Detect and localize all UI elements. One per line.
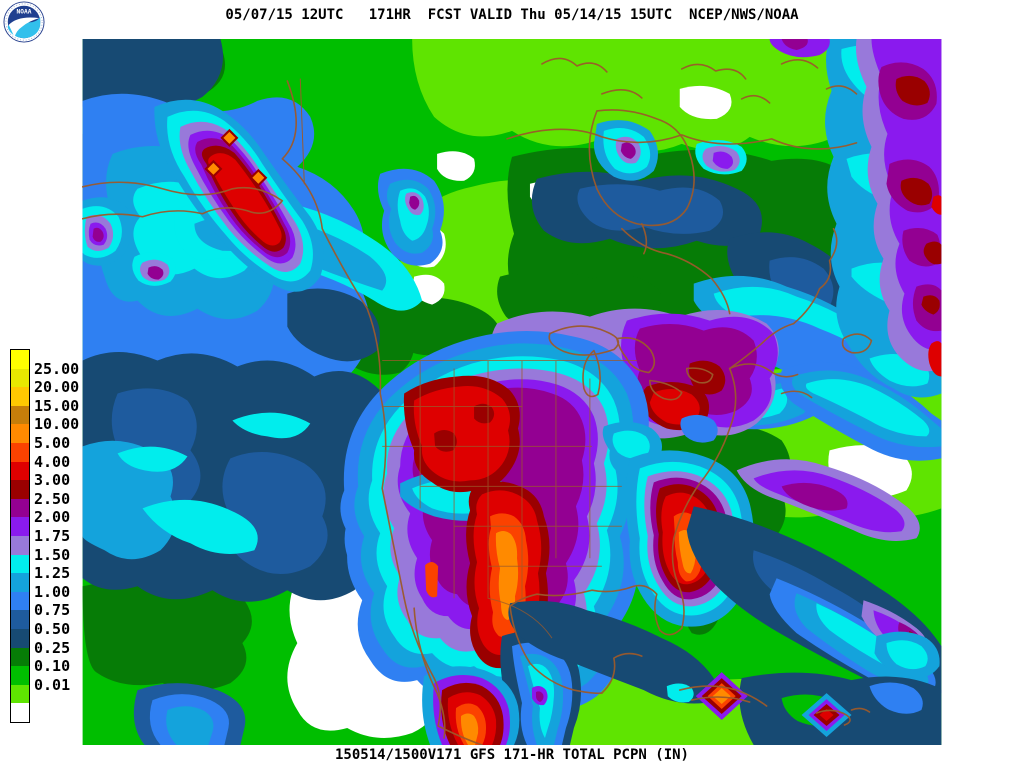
colorbar-label: 0.50	[34, 620, 71, 638]
colorbar-label: 1.25	[34, 564, 71, 583]
colorbar-segment	[11, 498, 29, 518]
colorbar-label: 0.25	[34, 638, 71, 657]
precipitation-map	[82, 39, 942, 745]
colorbar-label: 25.00	[34, 359, 80, 378]
colorbar-label: 0.75	[34, 601, 71, 620]
colorbar-segment	[11, 610, 29, 629]
colorbar-segment	[11, 573, 29, 592]
colorbar-label: 20.00	[34, 378, 80, 397]
colorbar-segment	[11, 628, 29, 648]
colorbar-segment	[11, 424, 29, 443]
precip-fill-layer	[82, 39, 942, 745]
colorbar: 25.00 20.00 15.00 10.00 5.00 4.00 3.00 2.50 2.00…	[10, 349, 130, 723]
colorbar-segment	[11, 703, 29, 722]
colorbar-label: 4.00	[34, 452, 71, 471]
colorbar-segment	[11, 684, 29, 704]
state-border-layer	[382, 360, 637, 639]
colorbar-segment	[11, 666, 29, 685]
border-layer	[82, 57, 873, 745]
colorbar-label: 3.00	[34, 471, 71, 490]
svg-text:NOAA: NOAA	[17, 8, 32, 15]
colorbar-segment	[11, 405, 29, 425]
noaa-logo-icon: NOAA	[3, 1, 45, 43]
colorbar-segment	[11, 554, 29, 574]
colorbar-segment	[11, 387, 29, 406]
noaa-logo: NOAA	[3, 1, 45, 43]
colorbar-label: 15.00	[34, 396, 80, 415]
colorbar-label: 0.10	[34, 657, 71, 676]
page-title: 05/07/15 12UTC 171HR FCST VALID Thu 05/1…	[225, 7, 799, 23]
colorbar-label: 1.50	[34, 545, 71, 564]
colorbar-label: 1.75	[34, 527, 71, 545]
colorbar-label: 2.50	[34, 489, 71, 508]
colorbar-segment	[11, 591, 29, 611]
colorbar-segment	[11, 442, 29, 462]
colorbar-label: 0.01	[34, 675, 71, 694]
precipitation-map-canvas	[82, 39, 942, 745]
colorbar-label: 1.00	[34, 582, 71, 601]
colorbar-label: 5.00	[34, 434, 71, 452]
colorbar-segment	[11, 535, 29, 555]
colorbar-segment	[11, 368, 29, 388]
colorbar-label: 2.00	[34, 508, 71, 527]
map-caption: 150514/1500V171 GFS 171-HR TOTAL PCPN (I…	[334, 747, 689, 763]
colorbar-segment	[11, 480, 29, 499]
colorbar-segment	[11, 647, 29, 667]
colorbar-label: 10.00	[34, 415, 80, 434]
colorbar-segment	[11, 461, 29, 481]
colorbar-bar	[10, 349, 30, 723]
colorbar-segment	[11, 517, 29, 536]
colorbar-segment	[11, 350, 29, 369]
